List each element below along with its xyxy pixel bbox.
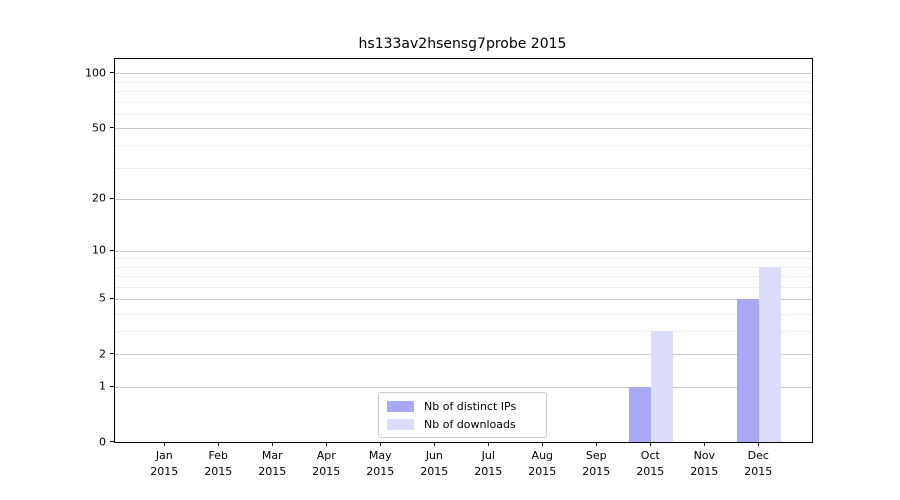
y-tick-mark	[110, 385, 114, 387]
y-gridline-major	[115, 298, 812, 300]
x-tick-label: Feb 2015	[204, 449, 233, 478]
downloads-swatch-icon	[387, 418, 414, 430]
y-tick-label: 20	[92, 191, 106, 205]
x-tick-mark	[650, 442, 652, 446]
y-tick-label: 1	[99, 379, 106, 393]
y-gridline-minor	[115, 113, 812, 115]
x-tick-label: Apr 2015	[312, 449, 341, 478]
x-tick-label: Aug 2015	[528, 449, 557, 478]
legend-entry-downloads: Nb of downloads	[379, 418, 546, 431]
y-gridline-major	[115, 128, 812, 129]
y-gridline-minor	[115, 275, 812, 277]
y-tick-mark	[110, 353, 114, 355]
x-tick-label: Nov 2015	[690, 449, 719, 478]
bar	[737, 298, 760, 442]
x-tick-mark	[218, 442, 220, 446]
plot-area	[114, 58, 813, 443]
x-tick-label: Jun 2015	[420, 449, 449, 478]
y-gridline-major	[115, 386, 812, 388]
legend-label-distinct-ips: Nb of distinct IPs	[424, 399, 517, 413]
x-tick-mark	[596, 442, 598, 446]
x-tick-label: Sep 2015	[582, 449, 611, 478]
x-tick-label: Jan 2015	[150, 449, 179, 478]
y-gridline-minor	[115, 313, 812, 315]
distinct-ips-swatch-icon	[387, 400, 414, 412]
x-tick-label: Dec 2015	[744, 449, 773, 478]
x-tick-mark	[542, 442, 544, 446]
y-tick-mark	[110, 127, 114, 128]
y-tick-mark	[110, 72, 114, 74]
y-tick-mark	[110, 297, 114, 299]
bar	[759, 266, 782, 442]
y-tick-label: 0	[99, 435, 106, 448]
y-tick-label: 5	[99, 291, 106, 305]
x-tick-mark	[326, 442, 328, 446]
y-tick-mark	[110, 197, 114, 199]
y-gridline-minor	[115, 258, 812, 260]
x-tick-mark	[434, 442, 436, 446]
y-gridline-minor	[115, 145, 812, 147]
x-tick-label: Jul 2015	[474, 449, 503, 478]
y-gridline-minor	[115, 81, 812, 83]
x-tick-mark	[488, 442, 490, 446]
legend-entry-distinct-ips: Nb of distinct IPs	[379, 400, 546, 413]
x-tick-label: May 2015	[366, 449, 395, 478]
y-gridline-major	[115, 73, 812, 75]
legend-label-downloads: Nb of downloads	[424, 417, 516, 431]
y-gridline-minor	[115, 101, 812, 103]
x-tick-mark	[758, 442, 760, 446]
y-tick-label: 100	[85, 66, 106, 80]
y-gridline-major	[115, 354, 812, 356]
x-tick-label: Oct 2015	[636, 449, 665, 478]
x-tick-mark	[380, 442, 382, 446]
legend: Nb of distinct IPs Nb of downloads	[378, 392, 547, 438]
bar	[651, 331, 674, 442]
y-tick-label: 2	[99, 347, 106, 361]
y-gridline-minor	[115, 91, 812, 93]
y-tick-mark	[110, 249, 114, 251]
y-gridline-major	[115, 250, 812, 252]
y-tick-label: 50	[92, 121, 106, 134]
x-tick-mark	[164, 442, 166, 446]
y-gridline-minor	[115, 286, 812, 288]
x-tick-mark	[272, 442, 274, 446]
y-tick-mark	[110, 441, 114, 442]
bar	[629, 386, 652, 442]
chart-title: hs133av2hsensg7probe 2015	[358, 36, 567, 52]
y-gridline-minor	[115, 167, 812, 169]
y-gridline-major	[115, 198, 812, 200]
y-gridline-minor	[115, 266, 812, 268]
x-tick-label: Mar 2015	[258, 449, 287, 478]
x-tick-mark	[704, 442, 706, 446]
y-tick-label: 10	[92, 243, 106, 257]
y-gridline-minor	[115, 331, 812, 333]
